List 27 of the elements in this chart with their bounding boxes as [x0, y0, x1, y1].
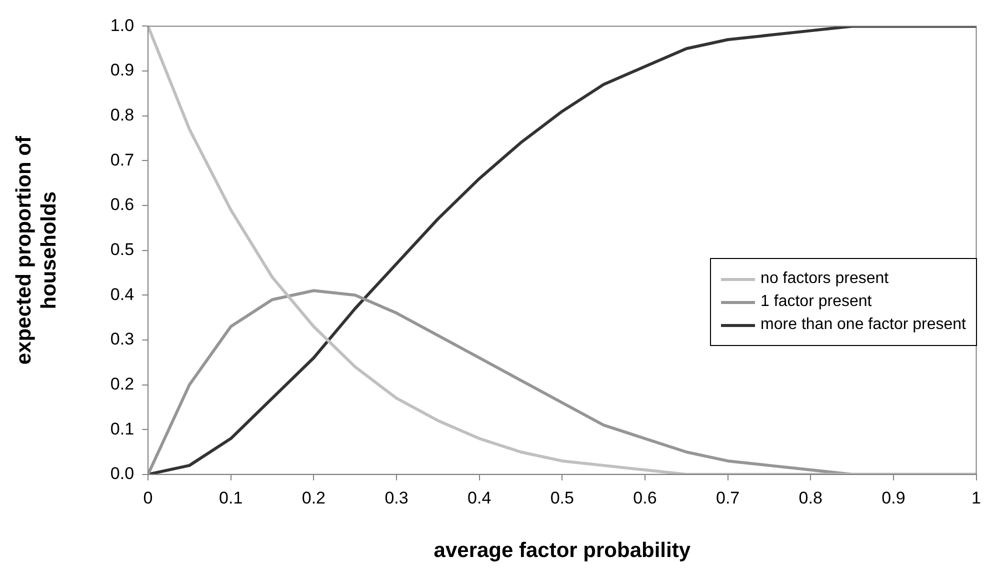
x-tick-label: 0.9: [882, 488, 906, 508]
x-tick-label: 1: [972, 488, 982, 508]
y-tick-label: 1.0: [110, 16, 134, 35]
x-tick-label: 0.7: [716, 488, 740, 508]
y-tick-label: 0.0: [110, 464, 134, 484]
x-tick-label: 0.1: [219, 488, 243, 508]
y-tick-label: 0.8: [110, 106, 134, 125]
y-tick-label: 0.4: [110, 284, 134, 304]
y-tick-label: 0.3: [110, 330, 134, 349]
y-tick-label: 0.2: [110, 374, 134, 394]
x-axis-title: average factor probability: [434, 539, 691, 562]
legend-label: no factors present: [760, 270, 889, 288]
y-tick-label: 0.6: [110, 195, 134, 214]
x-tick-label: 0.4: [468, 488, 492, 508]
x-tick-label: 0.3: [384, 488, 408, 508]
y-tick-label: 0.7: [110, 150, 134, 170]
legend-label: 1 factor present: [760, 293, 872, 311]
x-tick-label: 0.8: [798, 488, 822, 508]
y-tick-label: 0.9: [110, 60, 134, 80]
y-tick-label: 0.5: [110, 240, 134, 259]
x-tick-label: 0: [143, 488, 153, 508]
x-tick-label: 0.2: [302, 488, 326, 508]
x-tick-label: 0.6: [633, 488, 657, 508]
y-axis-title: expected proportion of households: [12, 134, 61, 365]
y-tick-label: 0.1: [110, 419, 134, 438]
legend-label: more than one factor present: [760, 316, 966, 334]
x-tick-label: 0.5: [550, 488, 574, 508]
